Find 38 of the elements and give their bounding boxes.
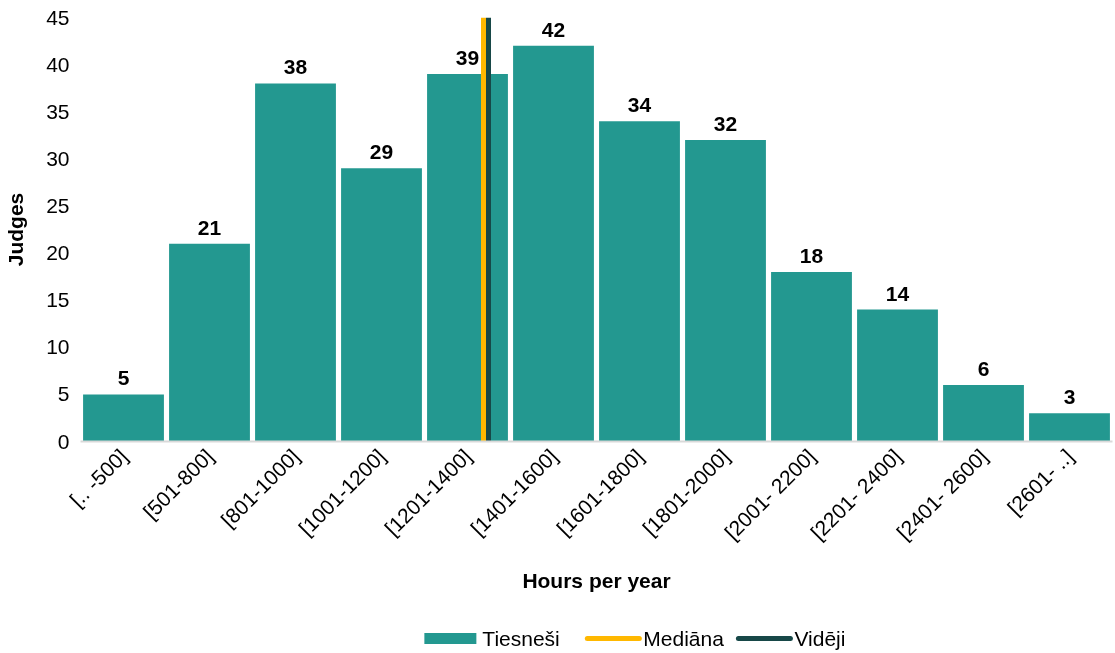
data-label: 6: [977, 356, 990, 380]
data-label: 42: [541, 17, 566, 41]
y-tick-label: 25: [46, 193, 70, 217]
legend-label: Vidēji: [794, 627, 846, 650]
bar: [1029, 413, 1110, 442]
legend-label: Tiesneši: [482, 627, 560, 650]
data-label: 39: [455, 46, 480, 70]
y-tick-label: 0: [57, 429, 70, 453]
bar: [599, 121, 680, 442]
y-tick-label: 10: [46, 335, 70, 359]
bar: [857, 309, 938, 442]
bar: [169, 243, 250, 442]
bar: [943, 384, 1024, 442]
y-tick-label: 20: [46, 241, 70, 265]
y-tick-label: 45: [46, 5, 70, 29]
bar: [341, 168, 422, 442]
bar: [685, 139, 766, 442]
data-label: 21: [197, 215, 222, 239]
legend-label: Mediāna: [643, 627, 725, 650]
data-label: 32: [713, 111, 738, 135]
data-label: 14: [885, 281, 910, 305]
y-tick-label: 5: [57, 382, 70, 406]
y-tick-label: 15: [46, 288, 70, 312]
y-tick-label: 35: [46, 99, 70, 123]
y-tick-label: 40: [46, 52, 70, 76]
y-tick-label: 30: [46, 146, 70, 170]
bar: [83, 394, 164, 442]
data-label: 29: [369, 140, 394, 164]
data-label: 34: [627, 93, 652, 117]
x-axis-title: Hours per year: [522, 569, 671, 593]
data-label: 5: [117, 366, 130, 390]
bar: [513, 45, 594, 442]
data-label: 38: [283, 55, 308, 79]
bar: [255, 83, 336, 442]
data-label: 3: [1063, 385, 1076, 409]
bar: [771, 271, 852, 442]
y-axis-title: Judges: [4, 192, 28, 267]
data-label: 18: [799, 243, 824, 267]
